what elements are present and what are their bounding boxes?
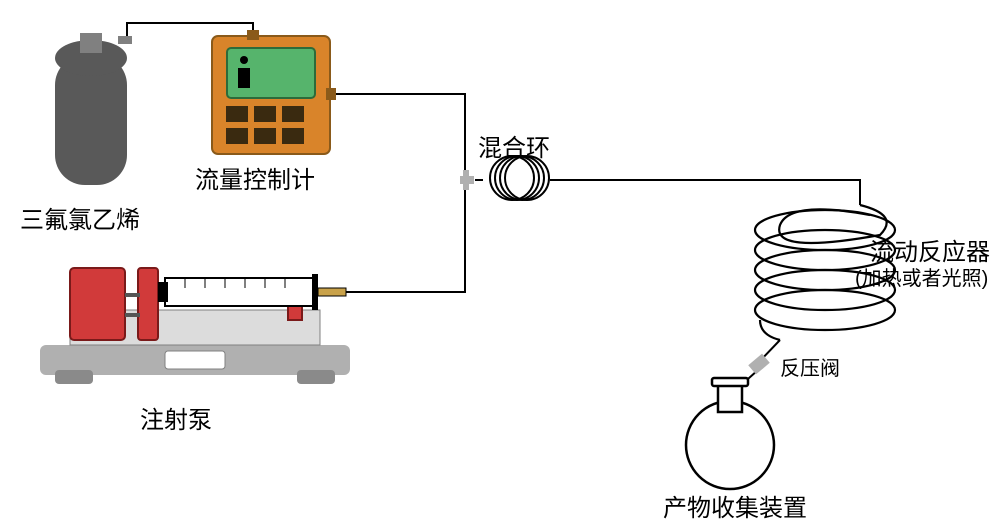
tube-controller-to-tjunction — [330, 94, 465, 180]
product-flask — [686, 378, 774, 489]
flow-controller — [212, 30, 336, 154]
label-gas-cylinder: 三氟氯乙烯 — [20, 200, 140, 235]
label-flow-controller: 流量控制计 — [195, 160, 315, 195]
label-product-collector: 产物收集装置 — [663, 488, 807, 523]
tube-syringe-to-tjunction — [365, 180, 465, 292]
back-pressure-valve — [748, 354, 770, 375]
tube-mixloop-to-reactor — [550, 180, 860, 205]
syringe-pump — [40, 268, 365, 384]
label-back-pressure-valve: 反压阀 — [780, 352, 840, 381]
label-syringe-pump: 注射泵 — [140, 400, 212, 435]
gas-cylinder — [55, 33, 132, 185]
label-mixing-loop: 混合环 — [478, 128, 550, 163]
label-reactor-note: (加热或者光照) — [855, 262, 988, 291]
t-junction — [460, 170, 474, 190]
